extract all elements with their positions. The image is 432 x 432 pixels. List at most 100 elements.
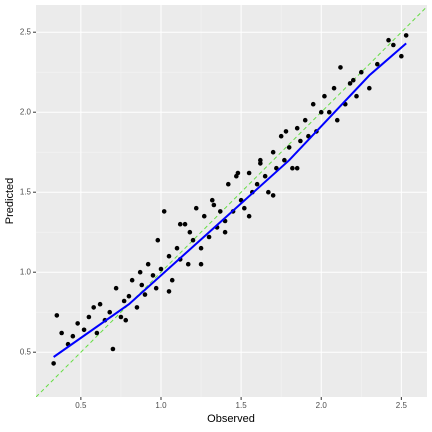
point [91, 305, 96, 310]
point [123, 317, 129, 323]
point [225, 181, 231, 187]
grid [36, 5, 427, 397]
point [129, 277, 135, 283]
point [187, 229, 193, 235]
point [193, 205, 199, 211]
point [326, 109, 332, 115]
point [302, 117, 308, 123]
point [270, 149, 276, 155]
point [94, 330, 100, 336]
point [198, 245, 204, 251]
point [246, 213, 252, 219]
point [70, 333, 76, 339]
point [258, 157, 263, 163]
point [59, 330, 64, 336]
point [283, 129, 289, 134]
point [81, 327, 87, 333]
point [51, 361, 56, 366]
point [169, 277, 175, 283]
point [113, 285, 119, 291]
point [166, 253, 172, 259]
point [338, 65, 343, 70]
point [403, 33, 409, 38]
x-tick-label: 2.5 [396, 401, 408, 410]
point [155, 237, 161, 243]
y-tick-label: 1.0 [20, 267, 32, 276]
point [222, 229, 228, 235]
fit-line [53, 42, 407, 358]
point [97, 301, 103, 307]
point [262, 173, 268, 179]
point [190, 237, 196, 243]
point [391, 42, 396, 48]
point [86, 314, 92, 320]
point [54, 313, 60, 318]
y-tick-label: 1.5 [20, 187, 32, 196]
plot-area [36, 6, 427, 397]
x-tick-label: 0.5 [75, 401, 87, 410]
y-axis-label: Predicted [4, 178, 16, 224]
point [246, 170, 252, 176]
point [347, 81, 353, 86]
point [254, 181, 260, 187]
point [358, 69, 364, 75]
point [142, 292, 148, 297]
point [294, 125, 300, 131]
point [75, 321, 80, 326]
point [118, 314, 124, 320]
axes: 0.5 1.0 1.5 2.0 2.5 0.5 1.0 1.5 2.0 2.5 [20, 27, 408, 410]
point [310, 101, 316, 107]
point [235, 170, 241, 176]
point [107, 309, 113, 315]
point [150, 273, 156, 278]
point [145, 261, 151, 267]
point [174, 245, 180, 251]
point [134, 305, 140, 310]
reference-line [36, 6, 427, 397]
point [322, 93, 327, 99]
y-tick-label: 2.5 [20, 27, 32, 36]
x-axis-label: Observed [207, 413, 255, 425]
point [331, 85, 337, 91]
point [282, 157, 287, 163]
point [242, 205, 247, 211]
point [126, 293, 132, 299]
point [206, 234, 212, 240]
panel [36, 5, 427, 397]
point [211, 202, 217, 208]
point [367, 85, 372, 91]
point [158, 266, 164, 272]
point [209, 197, 215, 203]
point [258, 161, 263, 166]
point [290, 165, 295, 171]
y-tick-label: 2.0 [20, 107, 32, 116]
point [201, 213, 207, 219]
point [217, 209, 223, 214]
point [294, 165, 300, 171]
point [354, 93, 359, 99]
point [270, 193, 276, 198]
point [110, 346, 116, 352]
point [182, 221, 188, 227]
point [334, 117, 340, 123]
point [350, 77, 356, 83]
point [375, 61, 380, 67]
point [286, 145, 292, 150]
point [399, 53, 404, 59]
point [137, 269, 143, 275]
point [198, 261, 204, 267]
x-tick-label: 2.0 [316, 401, 328, 410]
point [166, 289, 172, 294]
point [121, 298, 127, 304]
point [139, 282, 145, 288]
point [185, 261, 191, 267]
point [177, 221, 183, 227]
x-tick-label: 1.0 [155, 401, 167, 410]
y-tick-label: 0.5 [20, 347, 32, 356]
point [318, 109, 324, 115]
point [298, 138, 303, 144]
point [386, 37, 391, 43]
point [161, 209, 167, 214]
